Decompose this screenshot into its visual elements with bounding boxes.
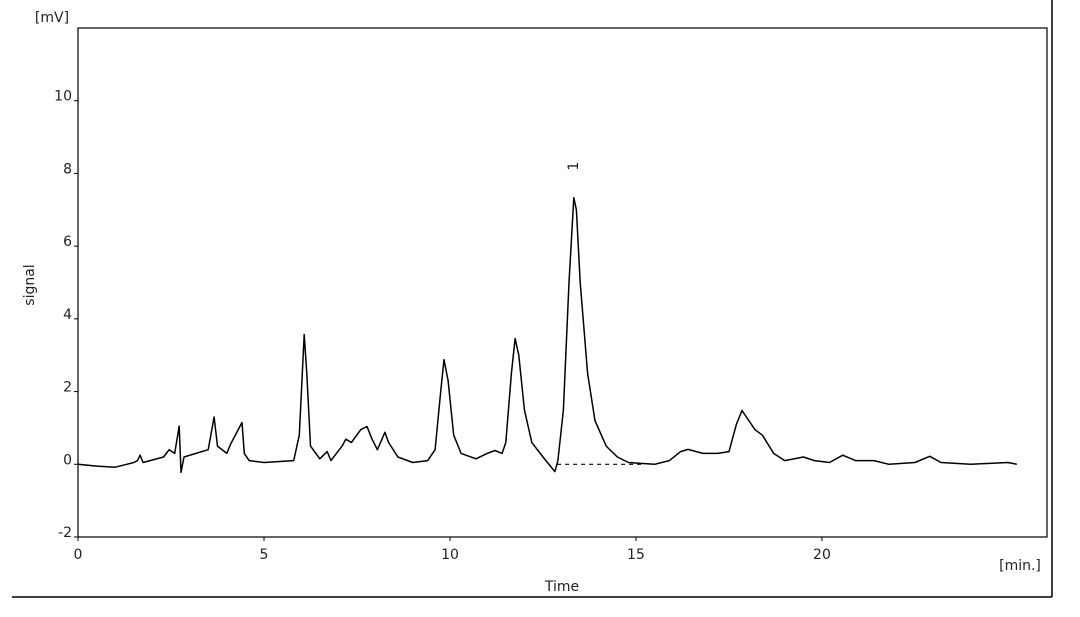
signal-line: [77, 197, 1018, 474]
x-tick-label: 15: [627, 547, 645, 563]
y-tick-label: 6: [63, 234, 72, 250]
y-tick-label: 4: [63, 307, 72, 323]
y-unit: [mV]: [35, 10, 69, 26]
y-tick-label: 8: [63, 161, 72, 177]
x-tick-label: 0: [74, 547, 83, 563]
y-tick-label: 2: [63, 380, 72, 396]
y-tick-label: 0: [63, 452, 72, 468]
y-tick-label: -2: [58, 525, 72, 541]
y-axis-title: signal: [22, 264, 38, 305]
x-tick-label: 10: [441, 547, 459, 563]
plot-frame: [77, 27, 1048, 538]
y-tick-label: 10: [54, 89, 72, 105]
x-tick-label: 5: [260, 547, 269, 563]
x-axis-title: Time: [544, 579, 579, 595]
x-tick-label: 20: [813, 547, 831, 563]
peak-label: 1: [566, 162, 582, 171]
x-unit: [min.]: [999, 558, 1041, 574]
